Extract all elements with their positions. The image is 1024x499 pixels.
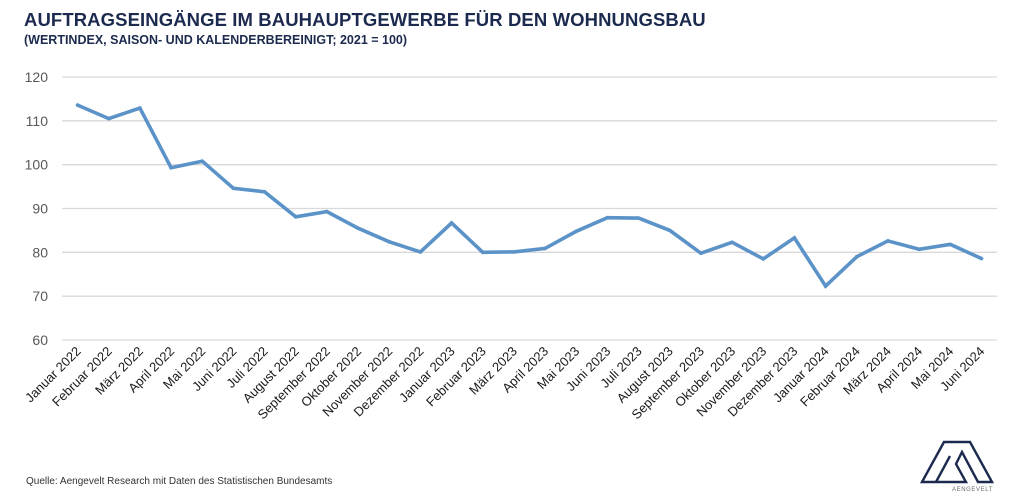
- data-point: [356, 226, 360, 231]
- y-tick-label: 90: [32, 201, 48, 217]
- data-point: [917, 247, 921, 252]
- data-point: [854, 254, 859, 259]
- data-point: [200, 159, 205, 163]
- y-tick-label: 80: [32, 244, 48, 260]
- y-tick-label: 60: [32, 332, 48, 348]
- data-point: [325, 209, 329, 214]
- data-point: [574, 229, 579, 234]
- data-point: [667, 228, 672, 233]
- data-point: [106, 116, 111, 121]
- source-note: Quelle: Aengevelt Research mit Daten des…: [26, 476, 333, 487]
- data-point: [761, 257, 766, 261]
- y-axis-ticks: 60 70 80 90 100 110 120: [25, 69, 49, 348]
- logo-wordmark: AENGEVELT: [952, 487, 993, 493]
- data-point: [948, 242, 953, 247]
- data-point: [543, 246, 547, 251]
- data-point: [480, 250, 485, 255]
- chart-title: AUFTRAGSEINGÄNGE IM BAUHAUPTGEWERBE FÜR …: [24, 9, 706, 30]
- data-point: [730, 240, 734, 245]
- data-point: [169, 165, 173, 170]
- series-layer: [75, 103, 984, 289]
- data-point: [512, 250, 516, 254]
- data-point: [449, 221, 454, 225]
- data-point: [418, 250, 423, 254]
- data-point: [605, 215, 610, 220]
- data-point: [293, 215, 298, 219]
- y-tick-label: 100: [25, 157, 49, 173]
- data-point: [387, 240, 392, 244]
- data-point: [979, 256, 984, 261]
- data-point: [886, 239, 890, 243]
- data-point: [262, 190, 267, 194]
- data-point: [823, 284, 828, 288]
- series-line: [75, 103, 984, 289]
- data-point: [75, 103, 80, 107]
- y-tick-label: 110: [26, 113, 49, 129]
- data-point: [138, 106, 142, 110]
- gridlines: [62, 76, 997, 341]
- chart-subtitle: (WERTINDEX, SAISON- UND KALENDERBEREINIG…: [24, 33, 408, 47]
- data-point: [792, 236, 797, 240]
- data-point: [636, 216, 641, 220]
- data-point: [231, 186, 236, 191]
- data-point: [699, 251, 703, 256]
- y-tick-label: 120: [25, 69, 49, 85]
- y-tick-label: 70: [32, 288, 48, 304]
- aengevelt-logo-icon: [919, 440, 994, 484]
